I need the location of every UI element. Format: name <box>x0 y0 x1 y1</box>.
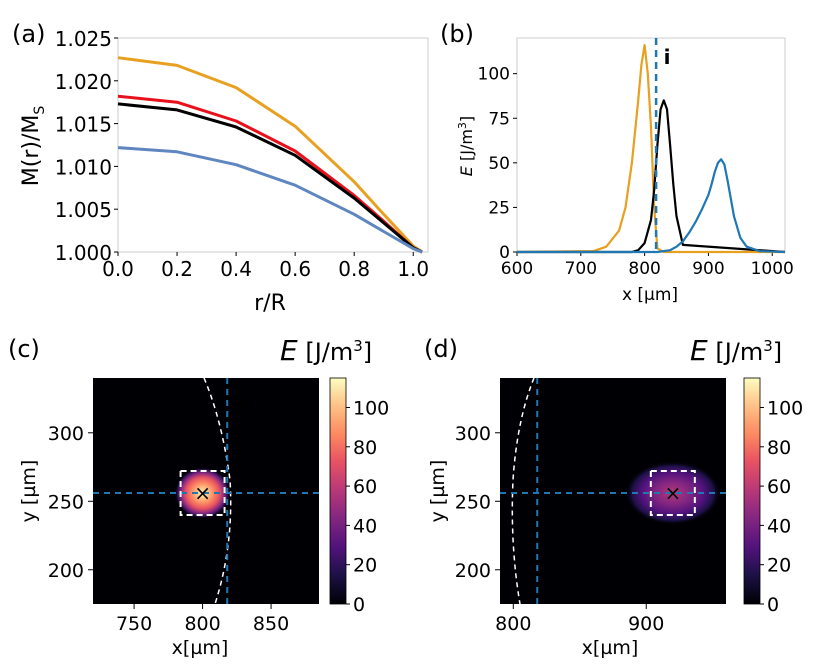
energy-hotspot <box>624 461 721 526</box>
colorbar-tick-label: 60 <box>767 476 791 498</box>
x-tick-label: 1.0 <box>397 257 429 281</box>
colorbar-tick-label: 0 <box>353 594 365 616</box>
panel-c-letter: (c) <box>8 335 40 363</box>
y-tick-label: 50 <box>488 154 510 174</box>
panel-a-ylabel: M(r)/MS <box>19 106 48 187</box>
series-line-blue <box>517 158 786 254</box>
colorbar-tick-label: 100 <box>767 397 803 419</box>
x-tick-label: 900 <box>692 259 724 279</box>
region-box <box>649 470 696 517</box>
panel-d-ylabel: y [µm] <box>427 460 449 523</box>
series-line-black <box>517 99 786 254</box>
y-tick-label: 200 <box>48 560 84 582</box>
y-tick-label: 100 <box>478 65 510 85</box>
y-tick-label: 1.015 <box>55 113 112 137</box>
y-tick-label: 300 <box>455 423 491 445</box>
vline-label: i <box>664 45 671 69</box>
boundary-arc <box>511 378 535 604</box>
hline-label: ii <box>128 500 142 524</box>
panel-b-plot: 600 700 800 900 1000 0 25 50 75 100 i <box>478 37 794 279</box>
y-tick-label: 200 <box>455 560 491 582</box>
energy-hotspot <box>174 467 231 520</box>
colorbar <box>329 377 347 605</box>
x-tick-label: 800 <box>184 613 220 635</box>
panel-a-xlabel: r/R <box>254 291 286 316</box>
panel-b-xlabel: x [µm] <box>622 285 678 305</box>
y-tick-label: 250 <box>455 491 491 513</box>
colorbar-tick-label: 20 <box>353 555 377 577</box>
panel-c-title: E [J/m3] <box>280 334 372 367</box>
panel-d-letter: (d) <box>424 335 458 363</box>
colorbar-tick-label: 40 <box>767 515 791 537</box>
colorbar-tick-label: 0 <box>767 594 779 616</box>
y-tick-label: 250 <box>48 491 84 513</box>
panel-d-title: E [J/m3] <box>690 334 782 367</box>
y-tick-label: 1.000 <box>55 241 112 265</box>
peak-marker: × <box>194 481 211 505</box>
heatmap-area <box>93 378 319 604</box>
x-tick-label: 1000 <box>751 259 794 279</box>
panel-a-plot: 0.0 0.2 0.4 0.6 0.8 1.0 1.000 1.005 1.010 1.015 1.… <box>55 27 429 281</box>
y-tick-label: 0 <box>499 243 510 263</box>
y-tick-label: 1.025 <box>55 27 112 51</box>
y-tick-label: 1.020 <box>55 70 112 94</box>
colorbar-tick-label: 100 <box>353 397 389 419</box>
series-line-steel <box>117 146 423 254</box>
hline-label: ii <box>563 500 577 524</box>
panel-b-letter: (b) <box>440 20 474 48</box>
x-tick-label: 0.4 <box>220 257 252 281</box>
panel-a: (a) M(r)/MS r/R 0.0 0.2 0.4 0.6 0.8 1.0 1.000 1… <box>12 20 429 316</box>
panel-c-ylabel: y [µm] <box>18 460 40 523</box>
x-tick-label: 900 <box>628 613 664 635</box>
region-box <box>179 470 226 517</box>
x-tick-label: 750 <box>116 613 152 635</box>
y-tick-label: 25 <box>488 198 510 218</box>
colorbar-tick-label: 20 <box>767 555 791 577</box>
colorbar-tick-label: 40 <box>353 515 377 537</box>
colorbar-tick-label: 60 <box>353 476 377 498</box>
axes-frame <box>117 37 429 253</box>
panel-a-letter: (a) <box>12 20 45 48</box>
x-tick-label: 850 <box>253 613 289 635</box>
boundary-arc <box>203 378 232 604</box>
colorbar-tick-label: 80 <box>767 437 791 459</box>
colorbar-tick-label: 80 <box>353 437 377 459</box>
y-tick-label: 1.005 <box>55 198 112 222</box>
heatmap-area <box>500 378 726 604</box>
x-tick-label: 0.6 <box>279 257 311 281</box>
panel-b: (b) E [J/m3] x [µm] 600 700 800 900 1000 0 25 5… <box>440 20 794 305</box>
colorbar <box>743 377 761 605</box>
x-tick-label: 800 <box>628 259 660 279</box>
vline-label: i <box>240 391 247 415</box>
panel-b-ylabel: E [J/m3] <box>456 116 476 176</box>
series-line-orange <box>117 56 423 254</box>
y-tick-label: 1.010 <box>55 155 112 179</box>
x-tick-label: 0.0 <box>102 257 134 281</box>
series-line-black <box>117 102 423 254</box>
x-tick-label: 800 <box>495 613 531 635</box>
y-tick-label: 300 <box>48 423 84 445</box>
peak-marker: × <box>664 481 681 505</box>
x-tick-label: 700 <box>565 259 597 279</box>
x-tick-label: 0.2 <box>161 257 193 281</box>
x-tick-label: 600 <box>501 259 533 279</box>
y-tick-label: 75 <box>488 109 510 129</box>
vline-label: i <box>550 391 557 415</box>
x-tick-label: 0.8 <box>338 257 370 281</box>
panel-c-xlabel: x[µm] <box>172 637 229 659</box>
panel-d-xlabel: x[µm] <box>582 637 639 659</box>
